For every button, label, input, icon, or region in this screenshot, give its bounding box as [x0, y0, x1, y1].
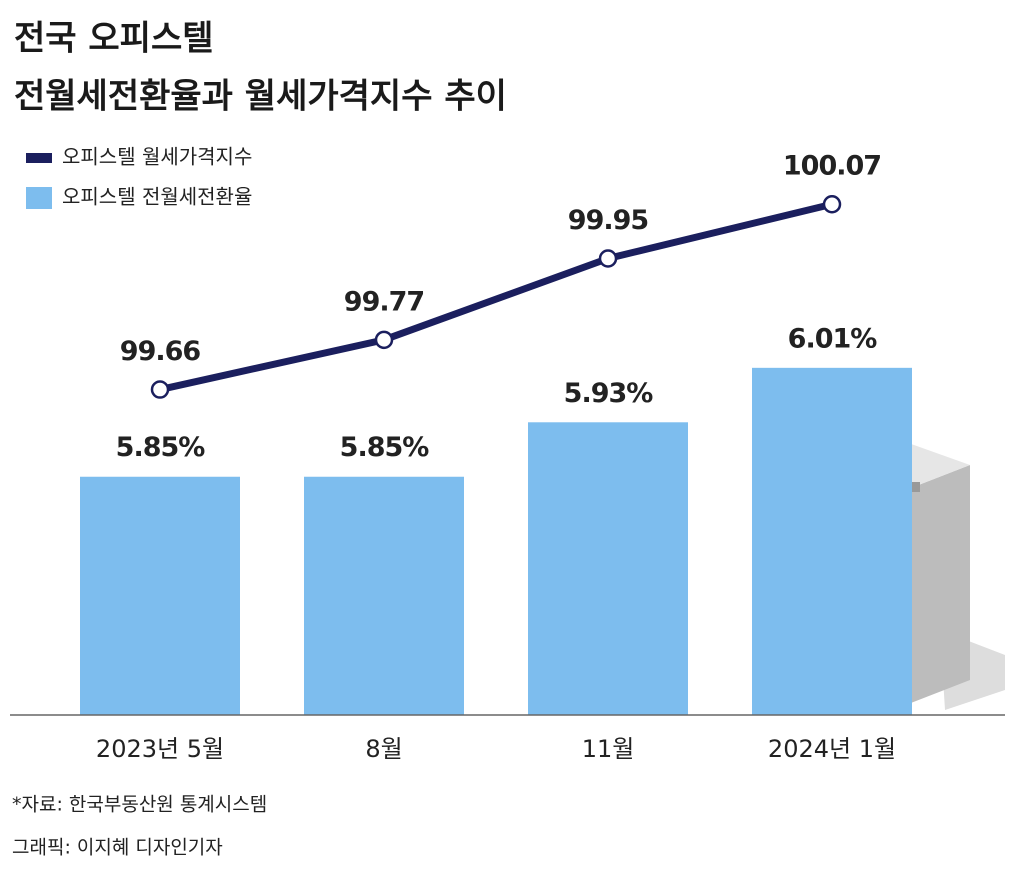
- source: *자료: 한국부동산원 통계시스템: [12, 794, 267, 816]
- bar: [528, 422, 688, 715]
- legend-label: 오피스텔 월세가격지수: [62, 145, 252, 169]
- point: [374, 330, 394, 350]
- data-label: 99.77: [344, 286, 424, 317]
- x-tick-label: 2024년 1월: [768, 735, 896, 763]
- x-tick-label: 11월: [582, 735, 635, 763]
- data-label: 100.07: [783, 151, 881, 182]
- bar: [80, 476, 240, 715]
- chart-title: 전국 오피스텔: [14, 19, 214, 59]
- x-tick-label: 2023년 5월: [96, 735, 224, 763]
- point: [822, 194, 842, 214]
- x-tick-label: 8월: [365, 735, 402, 763]
- chart-title: 전월세전환율과 월세가격지수 추이: [14, 77, 507, 117]
- credit: 그래픽: 이지혜 디자인기자: [12, 837, 223, 859]
- data-label: 5.93%: [564, 378, 654, 409]
- data-label: 99.66: [120, 336, 201, 367]
- point: [598, 249, 618, 268]
- data-label: 99.95: [568, 205, 648, 236]
- legend-label: 오피스텔 전월세전환율: [62, 185, 252, 209]
- bar: [752, 367, 912, 715]
- bar: [304, 476, 464, 715]
- data-label: 6.01%: [788, 323, 878, 354]
- legend-swatch: [26, 187, 52, 209]
- data-label: 5.85%: [116, 432, 206, 463]
- line: [159, 200, 833, 393]
- legend-swatch: [26, 153, 52, 163]
- data-label: 5.85%: [340, 432, 430, 463]
- point: [150, 380, 170, 399]
